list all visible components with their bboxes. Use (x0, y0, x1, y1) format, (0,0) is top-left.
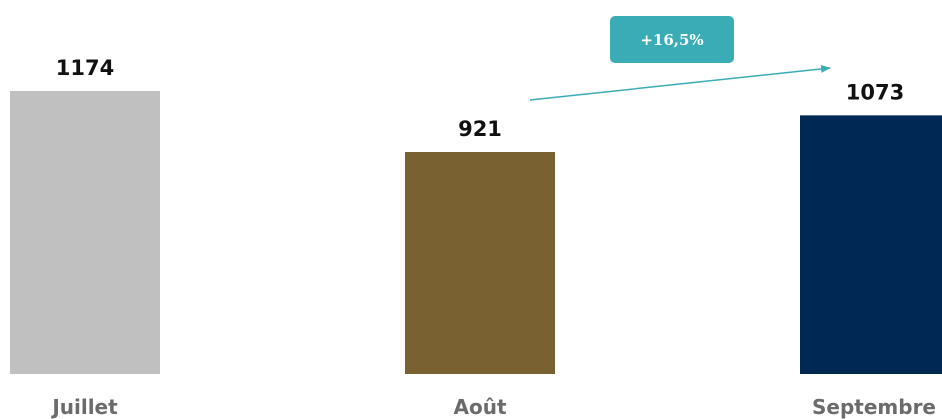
category-label-0: Juillet (50, 395, 118, 419)
growth-badge-label: +16,5% (640, 31, 703, 49)
value-label-0: 1174 (56, 56, 114, 80)
value-label-1: 921 (458, 117, 502, 141)
bar-0 (10, 91, 160, 374)
growth-badge (610, 16, 734, 63)
category-label-1: Août (453, 395, 506, 419)
bar-1 (405, 151, 555, 374)
growth-arrow (529, 64, 831, 101)
value-label-2: 1073 (846, 80, 904, 104)
category-label-2: Septembre (812, 395, 936, 419)
bar-2 (800, 115, 942, 374)
